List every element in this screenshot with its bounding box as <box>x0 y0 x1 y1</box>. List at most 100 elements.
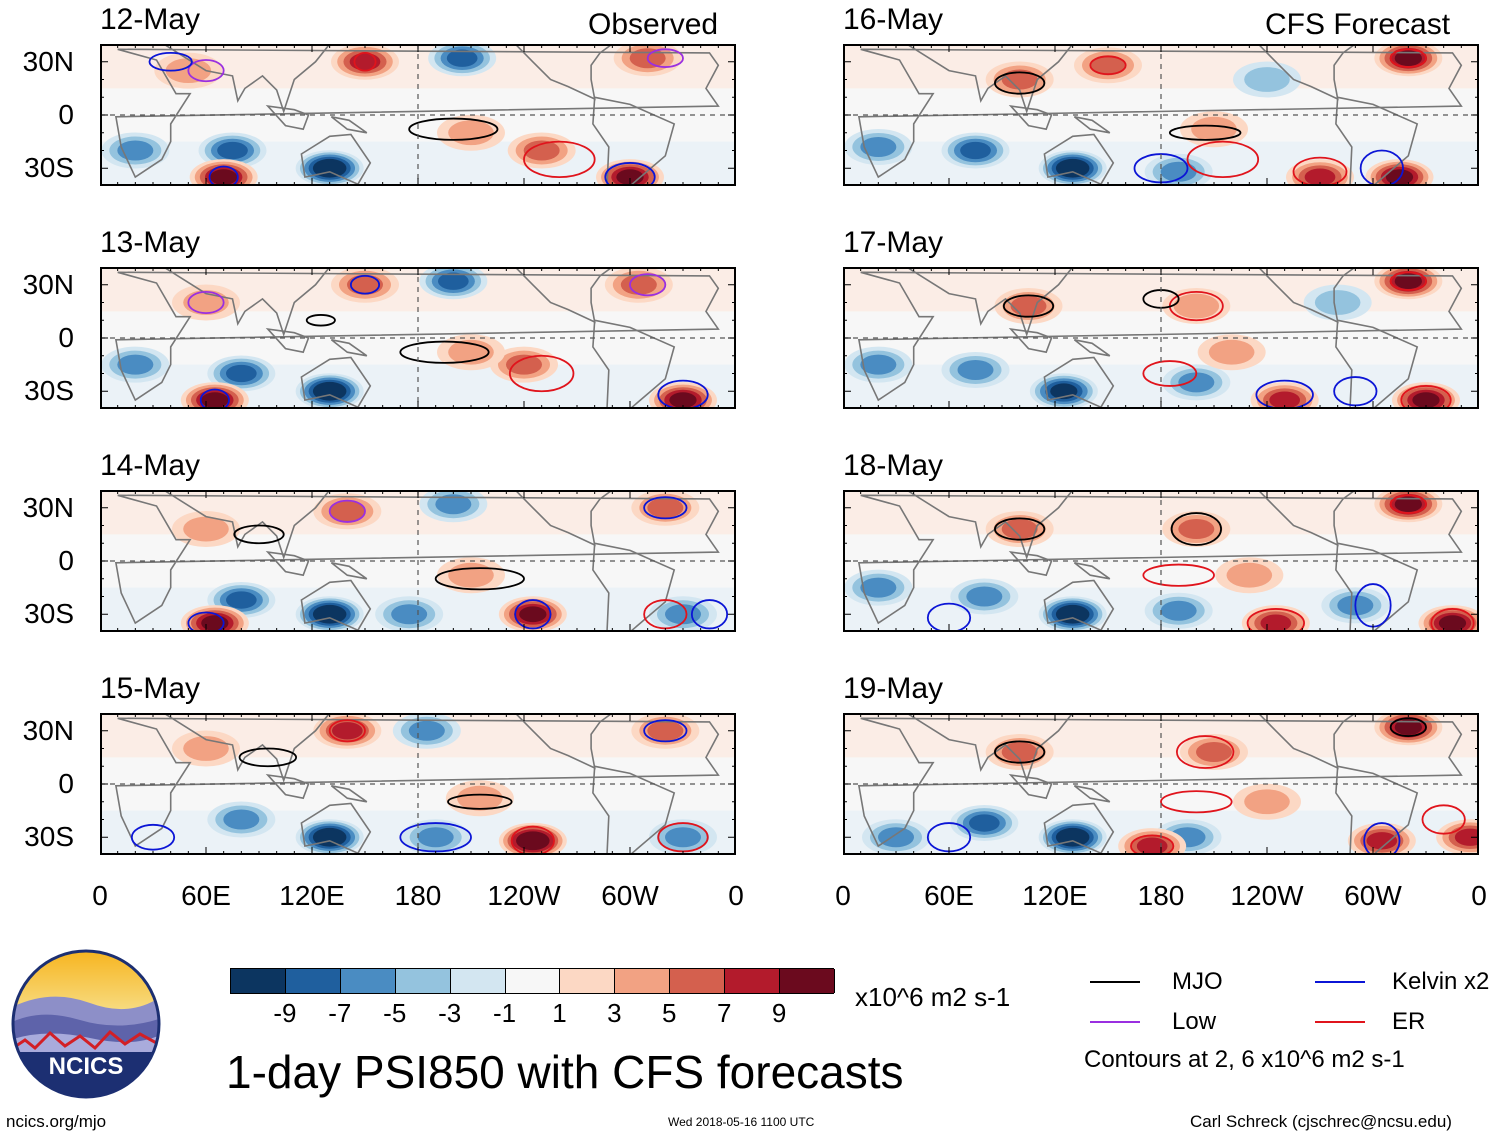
coastline <box>162 490 331 561</box>
coastline <box>1008 328 1053 354</box>
y-tick-label: 30N <box>22 45 74 77</box>
mjo-contour <box>994 740 1046 764</box>
coastline <box>1043 802 1115 855</box>
coastline <box>162 713 331 784</box>
mjo-contour <box>447 793 513 810</box>
coastline <box>514 267 614 324</box>
colorbar-tick-label: -9 <box>273 998 297 1028</box>
er-contour <box>1389 48 1427 68</box>
coastline <box>905 713 1074 784</box>
legend-low-line <box>1090 1021 1140 1023</box>
colorbar-tick-label: 1 <box>552 998 567 1028</box>
coastline <box>330 562 368 580</box>
anomaly-mark <box>520 833 546 849</box>
kelvin-contour <box>199 388 230 409</box>
coastline <box>162 267 331 338</box>
x-tick-label: 120E <box>1022 880 1088 911</box>
anomaly-mark <box>117 140 154 161</box>
anomaly-mark <box>1208 339 1255 365</box>
er-contour <box>1130 834 1175 855</box>
footer-url[interactable]: ncics.org/mjo <box>6 1112 107 1131</box>
anomaly-mark <box>408 720 445 741</box>
kelvin-contour <box>643 719 688 743</box>
x-tick-label: 120W <box>1230 880 1304 911</box>
kelvin-contour <box>1363 822 1401 855</box>
map-panel-12-may <box>100 44 736 186</box>
er-contour <box>1421 804 1466 835</box>
anomaly-mark <box>226 364 257 383</box>
x-tick-label: 0 <box>728 880 744 911</box>
anomaly-mark <box>647 497 684 518</box>
panel-date-18-may: 18-May <box>843 449 944 482</box>
low-contour <box>629 273 667 297</box>
colorbar-swatch <box>285 969 341 993</box>
coastline <box>1008 105 1053 131</box>
colorbar <box>230 968 835 994</box>
anomaly-mark <box>1244 789 1290 815</box>
colorbar-tick-label: 5 <box>662 998 677 1028</box>
x-tick-label: 60W <box>1344 880 1402 911</box>
mjo-contour <box>305 314 336 327</box>
anomaly-mark <box>878 827 914 848</box>
anomaly-mark <box>1314 290 1361 315</box>
x-tick-label: 180 <box>394 880 442 911</box>
anomaly-mark <box>438 272 469 290</box>
anomaly-mark <box>201 392 229 408</box>
colorbar-swatch <box>560 969 616 993</box>
ncics-logo: NCICS <box>11 949 161 1099</box>
colorbar-swatch <box>670 969 726 993</box>
mjo-contour <box>1170 512 1222 546</box>
colorbar-swatch <box>231 969 286 993</box>
coastline <box>162 44 331 115</box>
colorbar-units: x10^6 m2 s-1 <box>855 982 1011 1012</box>
coastline <box>514 713 614 770</box>
coastline <box>300 133 372 186</box>
anomaly-mark <box>969 814 1000 832</box>
anomaly-mark <box>349 53 381 71</box>
coastline <box>1073 562 1111 580</box>
er-contour <box>523 140 596 179</box>
anomaly-mark <box>1226 562 1273 588</box>
map-panel-18-may <box>843 490 1479 632</box>
anomaly-mark <box>1060 161 1086 176</box>
coastline <box>330 785 368 803</box>
coastline <box>1257 713 1357 770</box>
kelvin-contour <box>187 611 225 632</box>
er-contour <box>510 825 555 855</box>
coastline <box>265 551 310 577</box>
coastline <box>265 328 310 354</box>
y-tick-label: 30S <box>24 598 74 630</box>
observed-label: Observed <box>588 8 719 41</box>
y-tick-label: 30S <box>24 821 74 853</box>
anomaly-mark <box>1060 830 1086 845</box>
coastline <box>330 339 368 357</box>
kelvin-contour <box>926 602 972 632</box>
x-tick-label: 120W <box>487 880 561 911</box>
map-panel-17-may <box>843 267 1479 409</box>
anomaly-mark <box>391 604 428 625</box>
y-tick-label: 0 <box>58 768 74 799</box>
coastline <box>1073 339 1111 357</box>
panel-date-14-may: 14-May <box>100 449 201 482</box>
er-contour <box>1142 563 1215 587</box>
anomaly-mark <box>317 161 343 176</box>
anomaly-mark <box>1394 496 1422 513</box>
mjo-contour <box>408 117 499 141</box>
anomaly-mark <box>446 49 478 67</box>
colorbar-swatch <box>340 969 396 993</box>
kelvin-contour <box>148 51 193 72</box>
anomaly-mark <box>1304 168 1336 186</box>
x-tick-label: 0 <box>92 880 108 911</box>
legend-low-label: Low <box>1172 1008 1217 1035</box>
er-contour <box>1175 735 1235 769</box>
anomaly-mark <box>210 169 238 185</box>
anomaly-mark <box>1060 607 1086 622</box>
anomaly-mark <box>523 140 560 161</box>
x-tick-label: 0 <box>1471 880 1487 911</box>
footer-author: Carl Schreck (cjschrec@ncsu.edu) <box>1190 1112 1452 1131</box>
anomaly-mark <box>1269 391 1300 409</box>
coastline <box>265 774 310 800</box>
coastline <box>592 542 676 632</box>
anomaly-mark <box>317 830 343 845</box>
kelvin-contour <box>349 274 381 295</box>
